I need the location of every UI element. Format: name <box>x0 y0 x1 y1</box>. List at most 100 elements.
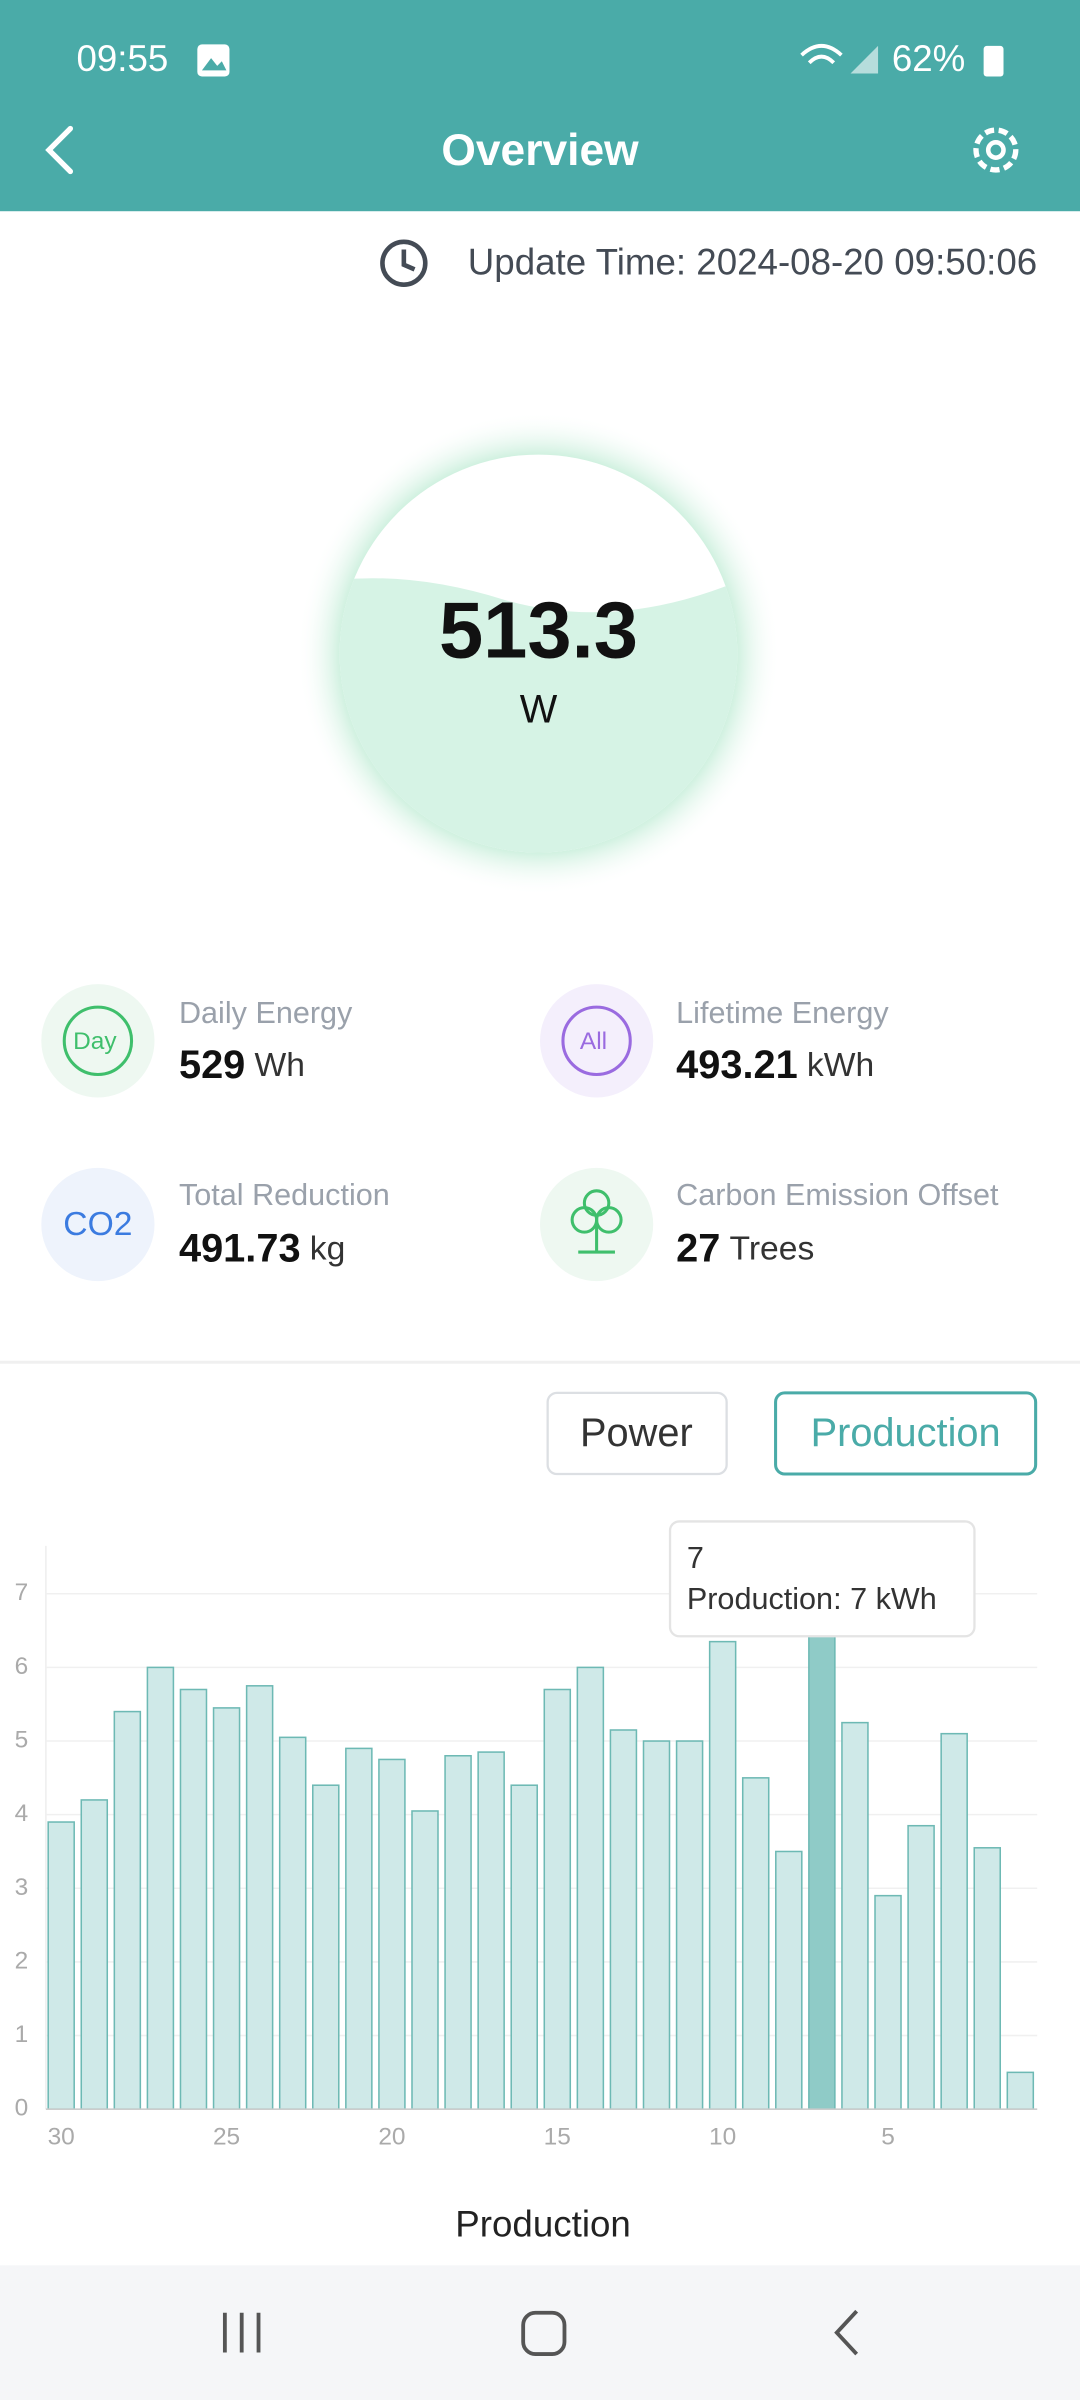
tooltip-title: 7 <box>687 1541 704 1575</box>
y-tick-label: 5 <box>15 1727 29 1754</box>
update-time: Update Time: 2024-08-20 09:50:06 <box>468 241 1037 282</box>
tab-label: Production <box>811 1411 1001 1455</box>
bar <box>874 1894 902 2110</box>
gauge-value: 513.3 <box>439 586 638 675</box>
bar <box>708 1640 737 2110</box>
nav-home[interactable] <box>521 2310 567 2356</box>
x-tick-label: 25 <box>213 2124 240 2151</box>
value: 491.73 <box>179 1226 301 1270</box>
clock-icon <box>401 249 416 272</box>
nav-recent[interactable] <box>222 2312 261 2353</box>
y-tick-label: 1 <box>15 2021 29 2048</box>
nav-bar <box>0 2265 1080 2400</box>
status-icon <box>197 44 230 77</box>
tooltip-text: Production: 7 kWh <box>687 1582 937 1616</box>
bar <box>47 1821 75 2110</box>
stat-icon-text: Day <box>73 1028 117 1055</box>
stat-lifetime: All Lifetime Energy 493.21 kWh <box>540 984 889 1098</box>
value: 529 <box>179 1042 245 1086</box>
status-icon <box>201 58 227 71</box>
tooltip: 7 Production: 7 kWh <box>668 1520 976 1638</box>
gauge-unit: W <box>520 687 558 731</box>
settings-button[interactable] <box>973 127 1019 173</box>
nav-back[interactable] <box>834 2309 859 2356</box>
bar <box>179 1688 208 2110</box>
stat-value: 27 Trees <box>676 1226 814 1270</box>
tooltip-box <box>668 1520 976 1638</box>
gauge-fill <box>339 569 738 853</box>
bar <box>741 1777 770 2110</box>
y-tick-label: 6 <box>15 1653 29 1680</box>
stat-label: Daily Energy <box>179 996 353 1030</box>
stat-label: Lifetime Energy <box>676 996 889 1030</box>
stat-value: 529 Wh <box>179 1042 305 1086</box>
status-time: 09:55 <box>76 38 168 79</box>
stat-offset: Carbon Emission Offset 27 Trees <box>540 1167 999 1282</box>
bar <box>312 1784 340 2110</box>
back-button[interactable] <box>45 125 74 175</box>
bar <box>675 1740 704 2110</box>
bar <box>642 1740 671 2110</box>
bar <box>146 1666 175 2110</box>
signal-icon <box>850 45 879 74</box>
bar <box>411 1810 439 2110</box>
bar <box>1006 2071 1035 2110</box>
unit: Trees <box>730 1230 815 1267</box>
stat-reduction: CO2 Total Reduction 491.73 kg <box>41 1167 390 1282</box>
unit: Wh <box>254 1047 304 1084</box>
bar <box>543 1688 572 2110</box>
bar-chart: 0 1 2 3 4 5 6 7 30 25 20 15 10 5 7 Production: 7 kWh <box>15 1520 1038 2151</box>
x-tick-label: 20 <box>378 2124 405 2151</box>
y-tick-label: 2 <box>15 1947 29 1974</box>
bar <box>444 1754 472 2110</box>
tab-production[interactable] <box>774 1391 1038 1476</box>
unit: kg <box>310 1230 346 1267</box>
stat-icon-text: All <box>580 1028 607 1055</box>
stat-label: Total Reduction <box>179 1178 390 1212</box>
stat-daily: Day Daily Energy 529 Wh <box>41 984 353 1098</box>
bar <box>609 1729 638 2110</box>
bar <box>841 1721 869 2110</box>
x-tick-label: 10 <box>709 2124 736 2151</box>
bar <box>477 1751 505 2110</box>
x-tick-label: 5 <box>881 2124 895 2151</box>
bar <box>345 1747 373 2110</box>
chart-x-label: Production <box>455 2204 630 2245</box>
bar <box>113 1710 142 2110</box>
bar <box>278 1736 307 2110</box>
bar <box>212 1707 241 2110</box>
value: 493.21 <box>676 1042 798 1086</box>
unit: kWh <box>807 1047 874 1084</box>
bar <box>576 1666 605 2110</box>
tab-label: Power <box>580 1411 693 1455</box>
x-tick-label: 15 <box>544 2124 571 2151</box>
bar <box>80 1799 109 2110</box>
tab-power[interactable] <box>546 1391 728 1476</box>
wifi-icon <box>800 44 843 65</box>
bar <box>245 1685 274 2110</box>
stat-value: 493.21 kWh <box>676 1042 874 1086</box>
bar <box>510 1784 538 2110</box>
stat-icon-text: CO2 <box>63 1206 132 1243</box>
y-tick-label: 7 <box>15 1579 29 1606</box>
bar <box>973 1847 1002 2110</box>
y-tick-label: 3 <box>15 1874 29 1901</box>
bar <box>808 1593 836 2110</box>
bar <box>775 1850 803 2110</box>
stat-value: 491.73 kg <box>179 1226 345 1270</box>
bar <box>378 1758 406 2110</box>
bar <box>940 1732 968 2110</box>
battery-icon <box>983 45 1004 77</box>
battery-level: 62% <box>892 38 965 79</box>
app-bar <box>0 0 1080 212</box>
clock-icon <box>380 239 428 287</box>
y-tick-label: 4 <box>15 1800 29 1827</box>
bar <box>907 1824 935 2110</box>
y-tick-label: 0 <box>15 2095 29 2122</box>
stat-label: Carbon Emission Offset <box>676 1178 999 1212</box>
page-title: Overview <box>441 126 639 175</box>
value: 27 <box>676 1226 720 1270</box>
x-tick-label: 30 <box>48 2124 75 2151</box>
